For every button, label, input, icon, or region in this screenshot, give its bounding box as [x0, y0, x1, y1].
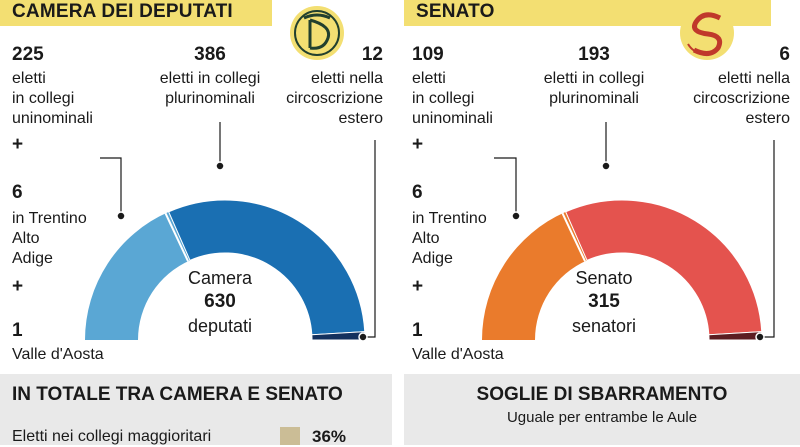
senato-estero-number: 6	[779, 44, 790, 65]
camera-uninominali-line1: eletti	[12, 70, 46, 87]
camera-center-label: Camera 630 deputati	[150, 266, 290, 338]
senato-center-line1: Senato	[575, 268, 633, 288]
camera-plus-2: +	[12, 276, 24, 297]
camera-arc-segment-1	[85, 211, 191, 340]
senato-panel: SENATO 109 eletti in collegi uninominali…	[404, 0, 800, 370]
camera-leader-line-1	[100, 157, 122, 216]
camera-trentino-line2: Alto	[12, 230, 40, 247]
senato-estero-line3: estero	[745, 110, 790, 127]
senato-uninominali-line1: eletti	[412, 70, 446, 87]
senato-trentino-number: 6	[412, 182, 423, 203]
camera-panel: CAMERA DEI DEPUTATI 225 eletti in colleg…	[0, 0, 392, 370]
camera-estero-line3: estero	[338, 110, 383, 127]
senato-trentino-line1: in Trentino	[412, 210, 487, 227]
senato-uninominali-number: 109	[412, 44, 444, 65]
camera-emblem-icon	[290, 6, 344, 60]
camera-trentino-line3: Adige	[12, 250, 53, 267]
camera-center-line3: deputati	[187, 316, 253, 336]
camera-leader-dot-2	[215, 161, 225, 171]
senato-arc-segment-2	[565, 199, 763, 336]
camera-estero-number: 12	[361, 44, 383, 65]
thresholds-section: SOGLIE DI SBARRAMENTO Uguale per entramb…	[404, 374, 800, 445]
camera-uninominali-number: 225	[12, 44, 44, 65]
camera-leader-line-3	[363, 140, 376, 338]
totals-title: IN TOTALE TRA CAMERA E SENATO	[12, 384, 343, 405]
maggioritari-label: Eletti nei collegi maggioritari	[12, 428, 212, 445]
senato-estero-line2: circoscrizione	[693, 90, 790, 107]
senato-arc-divider	[561, 212, 586, 262]
senato-leader-dot-3	[755, 332, 765, 342]
senato-center-line2: 315	[588, 291, 620, 312]
thresholds-subtitle: Uguale per entrambe le Aule	[506, 409, 698, 426]
senato-estero-line1: eletti nella	[717, 70, 790, 87]
senato-plurinominali-line1: eletti in collegi	[543, 70, 645, 87]
senato-emblem-icon	[680, 6, 734, 60]
camera-plus-1: +	[12, 134, 24, 155]
camera-uninominali-line3: uninominali	[12, 110, 93, 127]
senato-aosta-number: 1	[412, 320, 423, 341]
senato-seat-chart	[482, 122, 775, 342]
senato-uninominali-line2: in collegi	[412, 90, 475, 107]
senato-aosta-label: Valle d'Aosta	[412, 346, 504, 363]
camera-seat-chart	[85, 122, 376, 342]
senato-center-line3: senatori	[571, 316, 637, 336]
senato-plurinominali-number: 193	[578, 44, 610, 65]
camera-aosta-label: Valle d'Aosta	[12, 346, 104, 363]
camera-arc-divider	[164, 212, 189, 262]
maggioritari-swatch	[280, 427, 300, 445]
senato-arc-segment-1	[482, 211, 588, 340]
camera-center-line2: 630	[204, 291, 236, 312]
camera-arc-segment-2	[168, 199, 366, 336]
camera-plurinominali-line2: plurinominali	[165, 90, 255, 107]
maggioritari-percent: 36%	[312, 427, 347, 446]
senato-plus-1: +	[412, 134, 424, 155]
camera-plurinominali-line1: eletti in collegi	[159, 70, 261, 87]
thresholds-title: SOGLIE DI SBARRAMENTO	[476, 384, 728, 405]
senato-trentino-line3: Adige	[412, 250, 453, 267]
camera-trentino-line1: in Trentino	[12, 210, 87, 227]
senato-trentino-line2: Alto	[412, 230, 440, 247]
senato-leader-line-3	[760, 140, 775, 338]
camera-leader-dot-1	[116, 211, 126, 221]
senato-center-label: Senato 315 senatori	[544, 266, 664, 338]
camera-aosta-number: 1	[12, 320, 23, 341]
camera-uninominali-line2: in collegi	[12, 90, 75, 107]
totals-section: IN TOTALE TRA CAMERA E SENATO Eletti nei…	[0, 374, 392, 446]
camera-estero-line2: circoscrizione	[286, 90, 383, 107]
camera-trentino-number: 6	[12, 182, 23, 203]
camera-center-line1: Camera	[187, 268, 253, 288]
senato-plurinominali-line2: plurinominali	[549, 90, 639, 107]
camera-header: CAMERA DEI DEPUTATI	[0, 0, 272, 26]
senato-uninominali-line3: uninominali	[412, 110, 493, 127]
senato-leader-line-1	[494, 157, 517, 216]
camera-plurinominali-number: 386	[194, 44, 226, 65]
senato-leader-dot-1	[511, 211, 521, 221]
senato-leader-dot-2	[601, 161, 611, 171]
senato-plus-2: +	[412, 276, 424, 297]
camera-leader-dot-3	[358, 332, 368, 342]
camera-estero-line1: eletti nella	[310, 70, 383, 87]
